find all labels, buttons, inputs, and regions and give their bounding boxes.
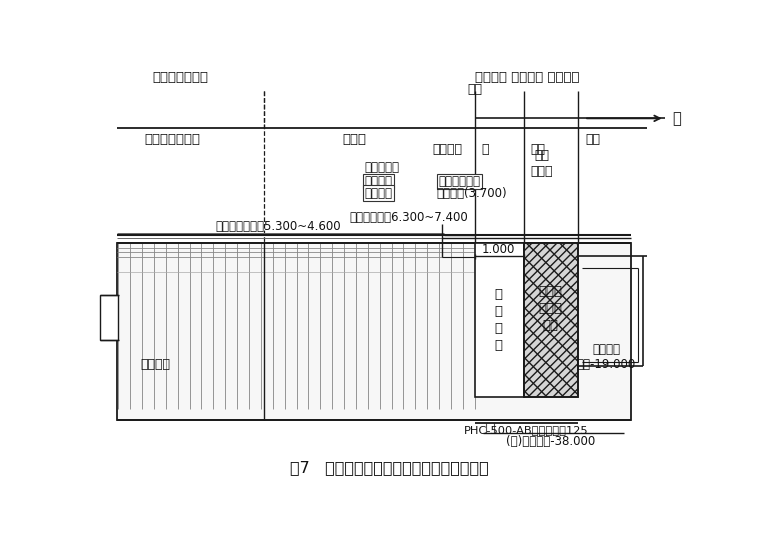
Text: 1.000: 1.000	[482, 243, 515, 256]
Text: PHC-500-AB型管桩壁厚125: PHC-500-AB型管桩壁厚125	[464, 425, 588, 435]
Text: 河道: 河道	[585, 133, 600, 146]
Bar	[475, 243, 524, 397]
Text: 区: 区	[481, 142, 489, 156]
Text: 北: 北	[673, 111, 681, 126]
Text: 塑料插板: 塑料插板	[141, 358, 170, 371]
Text: 图7   桥台与路基过渡区域软基二次处理示意: 图7 桥台与路基过渡区域软基二次处理示意	[290, 460, 489, 475]
Text: 碾压填土顶面: 碾压填土顶面	[439, 175, 480, 188]
Text: 水泥搅
拌桩格
构墙: 水泥搅 拌桩格 构墙	[539, 285, 562, 332]
Text: 过渡处理段边线: 过渡处理段边线	[152, 71, 208, 84]
Text: 路面设计标高6.300~7.400: 路面设计标高6.300~7.400	[349, 211, 468, 224]
Text: 碾压填土: 碾压填土	[365, 186, 393, 200]
Bar	[117, 243, 632, 420]
Text: 桥台边线 桥台边线 加固边线: 桥台边线 桥台边线 加固边线	[475, 71, 580, 84]
Text: (长)桩底标高-38.000: (长)桩底标高-38.000	[506, 435, 595, 448]
Text: 道面结构层: 道面结构层	[365, 161, 400, 174]
Text: 排水固结处理区: 排水固结处理区	[144, 133, 201, 146]
Text: 桥台: 桥台	[467, 82, 483, 96]
Text: 过渡段: 过渡段	[343, 133, 366, 146]
Text: 搅拌桩底
标高-19.000: 搅拌桩底 标高-19.000	[577, 343, 636, 371]
Text: 桥台: 桥台	[530, 142, 546, 156]
Text: 桥台
加固区: 桥台 加固区	[530, 149, 553, 178]
Bar	[524, 243, 578, 397]
Text: 设计路面: 设计路面	[432, 142, 462, 156]
Text: 碾压填土面标高5.300~4.600: 碾压填土面标高5.300~4.600	[215, 219, 340, 233]
Bar	[524, 243, 578, 397]
Text: 桥
台
桩
基: 桥 台 桩 基	[495, 288, 503, 352]
Text: 碾压填土: 碾压填土	[365, 175, 393, 188]
Bar	[100, 295, 119, 340]
Text: 桩帽顶面(3.700): 桩帽顶面(3.700)	[436, 186, 507, 200]
